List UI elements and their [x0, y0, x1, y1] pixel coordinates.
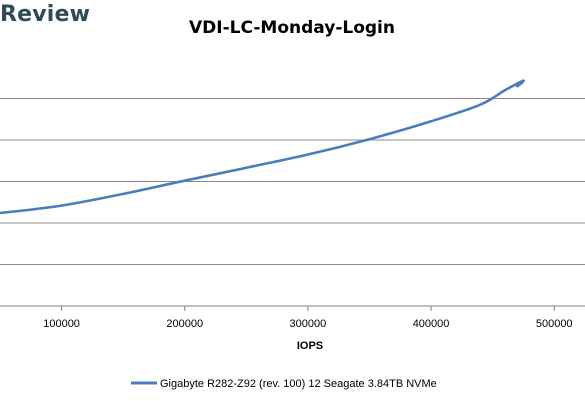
x-axis-ticks: 100000 200000 300000 400000 500000 — [43, 306, 573, 330]
legend-label: Gigabyte R282-Z92 (rev. 100) 12 Seagate … — [160, 378, 437, 390]
x-tick-label: 100000 — [43, 318, 80, 330]
x-tick-label: 300000 — [290, 318, 327, 330]
series-group — [0, 79, 526, 215]
x-tick-label: 200000 — [166, 318, 203, 330]
chart-title: VDI-LC-Monday-Login — [189, 18, 395, 38]
x-tick-label: 500000 — [536, 318, 573, 330]
legend: Gigabyte R282-Z92 (rev. 100) 12 Seagate … — [131, 378, 437, 390]
x-tick-label: 400000 — [413, 318, 450, 330]
series-line — [0, 79, 526, 215]
x-axis-label: IOPS — [297, 340, 323, 352]
brand-logo-text: Review — [0, 2, 91, 27]
gridlines — [0, 98, 585, 307]
